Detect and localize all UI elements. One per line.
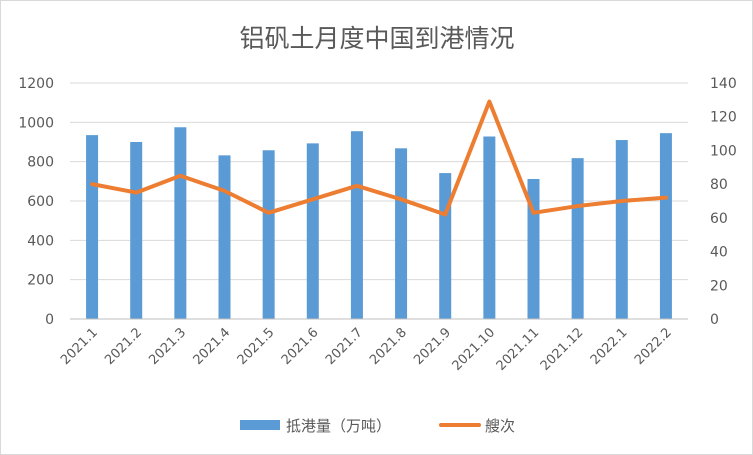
chart-title: 铝矾土月度中国到港情况 xyxy=(239,24,514,53)
y-left-tick-label: 800 xyxy=(27,155,54,171)
bar xyxy=(659,133,672,319)
bar xyxy=(439,173,452,319)
x-axis: 2021.1 2021.2 2021.3 2021.4 2021.5 2021.6 2021… xyxy=(58,318,688,374)
y-axis-right: 0 20 40 60 80 100 120 140 xyxy=(710,76,737,328)
y-right-tick-label: 120 xyxy=(710,110,737,126)
x-tick-label: 2021.9 xyxy=(411,325,454,368)
y-right-tick-label: 100 xyxy=(710,143,737,159)
y-right-tick-label: 20 xyxy=(710,278,728,294)
x-tick-label: 2021.12 xyxy=(538,325,587,374)
y-left-tick-label: 1200 xyxy=(18,76,54,92)
x-tick-label: 2021.2 xyxy=(102,325,145,368)
gridlines xyxy=(70,82,688,281)
x-tick-label: 2021.11 xyxy=(494,325,543,374)
legend-bar-swatch xyxy=(240,420,280,430)
x-tick-label: 2021.5 xyxy=(235,325,278,368)
y-left-tick-label: 1000 xyxy=(18,115,54,131)
x-tick-label: 2021.3 xyxy=(146,325,189,368)
y-right-tick-label: 40 xyxy=(710,245,728,261)
x-tick-label: 2021.7 xyxy=(323,325,366,368)
y-right-tick-label: 0 xyxy=(710,312,719,328)
x-tick-label: 2021.10 xyxy=(450,325,499,374)
y-left-tick-label: 200 xyxy=(27,273,54,289)
x-tick-label: 2021.6 xyxy=(279,325,322,368)
bar xyxy=(130,142,143,319)
bar xyxy=(571,158,584,319)
bar-series xyxy=(86,127,672,319)
line-series xyxy=(90,99,668,217)
bar xyxy=(306,143,319,319)
legend-bar-label: 抵港量（万吨） xyxy=(286,417,391,435)
bar xyxy=(350,131,363,319)
bar xyxy=(483,136,496,319)
legend-line-label: 艘次 xyxy=(485,417,515,435)
x-tick-label: 2022.1 xyxy=(588,325,631,368)
y-right-tick-label: 60 xyxy=(710,211,728,227)
bar xyxy=(395,148,408,319)
y-axis-left: 0 200 400 600 800 1000 1200 xyxy=(18,76,54,328)
bar xyxy=(86,135,99,319)
bar xyxy=(218,155,231,319)
bar xyxy=(174,127,187,319)
bar xyxy=(615,140,628,319)
bar xyxy=(262,150,275,319)
y-left-tick-label: 600 xyxy=(27,194,54,210)
y-left-tick-label: 400 xyxy=(27,233,54,249)
y-right-tick-label: 140 xyxy=(710,76,737,92)
line-path xyxy=(90,99,668,217)
x-tick-label: 2021.1 xyxy=(58,325,101,368)
y-left-tick-label: 0 xyxy=(45,312,54,328)
x-tick-label: 2022.2 xyxy=(632,325,675,368)
x-tick-label: 2021.4 xyxy=(191,325,234,368)
x-tick-label: 2021.8 xyxy=(367,325,410,368)
y-right-tick-label: 80 xyxy=(710,177,728,193)
legend: 抵港量（万吨） 艘次 xyxy=(240,417,515,435)
